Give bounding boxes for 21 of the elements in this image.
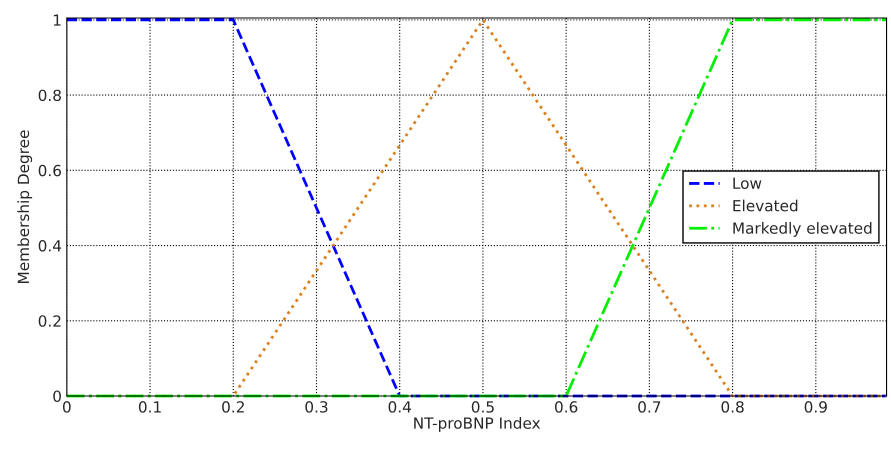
y-tick-label: 0.8	[38, 90, 61, 102]
legend-label: Low	[733, 178, 762, 190]
x-tick-label: 0.8	[721, 401, 744, 413]
y-axis-title: Membership Degree	[17, 130, 32, 283]
x-axis-title: NT-proBNP Index	[414, 417, 540, 432]
y-tick-label: 0.6	[38, 164, 61, 176]
x-tick-label: 0	[62, 401, 71, 413]
x-tick-label: 0.1	[138, 401, 161, 413]
y-tick-label: 0.2	[38, 315, 60, 327]
legend-label: Markedly elevated	[733, 222, 872, 237]
legend-label: Elevated	[733, 200, 798, 212]
x-tick-label: 0.6	[555, 401, 578, 413]
x-tick-label: 0.2	[222, 401, 244, 413]
x-tick-label: 0.5	[472, 401, 494, 413]
y-tick-label: 1	[54, 14, 61, 26]
x-tick-label: 0.7	[638, 401, 660, 413]
x-tick-label: 0.3	[305, 401, 328, 413]
x-tick-label: 0.9	[804, 401, 827, 413]
x-tick-label: 0.4	[388, 401, 411, 413]
y-tick-label: 0.4	[38, 240, 62, 252]
y-tick-label: 0	[53, 390, 61, 402]
